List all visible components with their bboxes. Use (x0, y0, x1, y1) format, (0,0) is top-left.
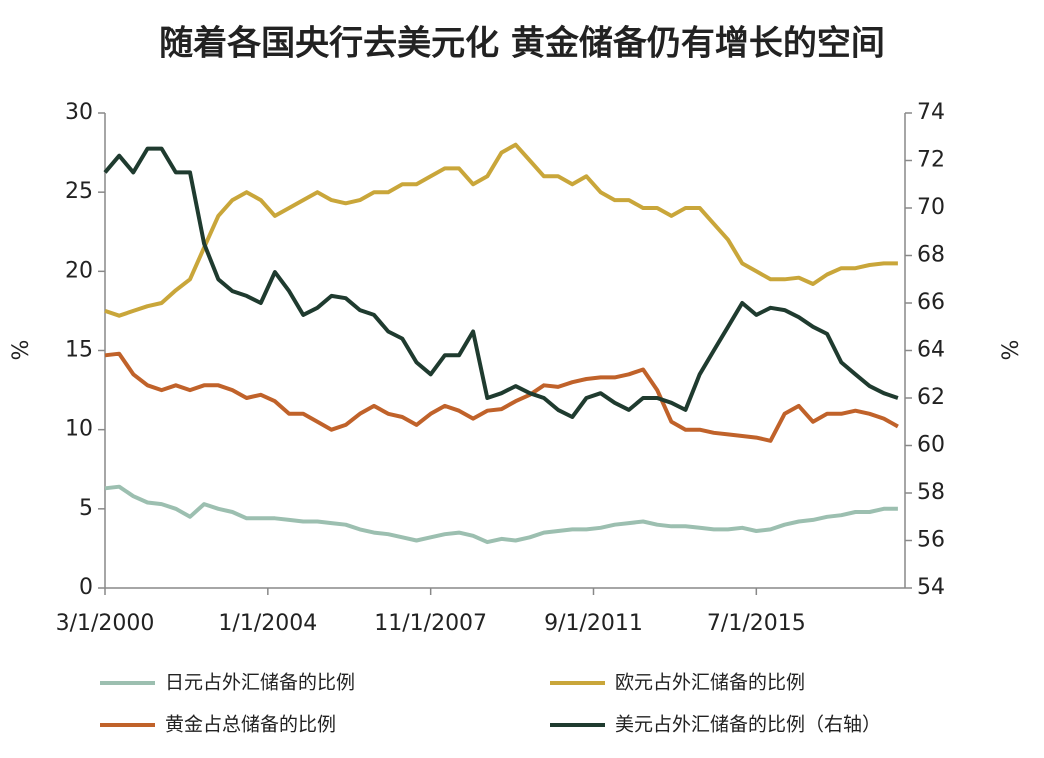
x-tick-label: 3/1/2000 (56, 611, 155, 636)
x-tick-label: 7/1/2015 (707, 611, 806, 636)
legend-label: 日元占外汇储备的比例 (165, 672, 355, 694)
y2-tick-label: 54 (917, 575, 945, 600)
y2-tick-label: 72 (917, 148, 945, 173)
y2-tick-label: 70 (917, 195, 945, 220)
y-tick-label: 25 (65, 179, 93, 204)
y2-tick-label: 66 (917, 290, 945, 315)
y2-tick-label: 74 (917, 100, 945, 125)
y2-tick-label: 56 (917, 528, 945, 553)
x-tick-label: 1/1/2004 (218, 611, 317, 636)
y2-tick-label: 62 (917, 385, 945, 410)
y-tick-label: 20 (65, 258, 93, 283)
y2-tick-label: 64 (917, 338, 945, 363)
y2-tick-label: 60 (917, 433, 945, 458)
legend-label: 欧元占外汇储备的比例 (615, 672, 805, 694)
y2-tick-label: 68 (917, 243, 945, 268)
y-tick-label: 15 (65, 338, 93, 363)
series-line (103, 146, 899, 419)
series-line (104, 142, 898, 318)
y2-axis-label: % (999, 340, 1024, 361)
series-line (104, 351, 899, 443)
y-axis-label: % (9, 340, 34, 361)
y-tick-label: 5 (79, 496, 93, 521)
y-tick-label: 0 (79, 575, 93, 600)
y-tick-label: 30 (65, 100, 93, 125)
series-line (104, 484, 898, 545)
y-tick-label: 10 (65, 417, 93, 442)
y2-tick-label: 58 (917, 480, 945, 505)
legend-label: 黄金占总储备的比例 (165, 714, 336, 736)
x-tick-label: 9/1/2011 (544, 611, 643, 636)
chart-title: 随着各国央行去美元化 黄金储备仍有增长的空间 (159, 24, 885, 64)
x-tick-label: 11/1/2007 (374, 611, 487, 636)
legend-label: 美元占外汇储备的比例（右轴） (615, 714, 881, 736)
